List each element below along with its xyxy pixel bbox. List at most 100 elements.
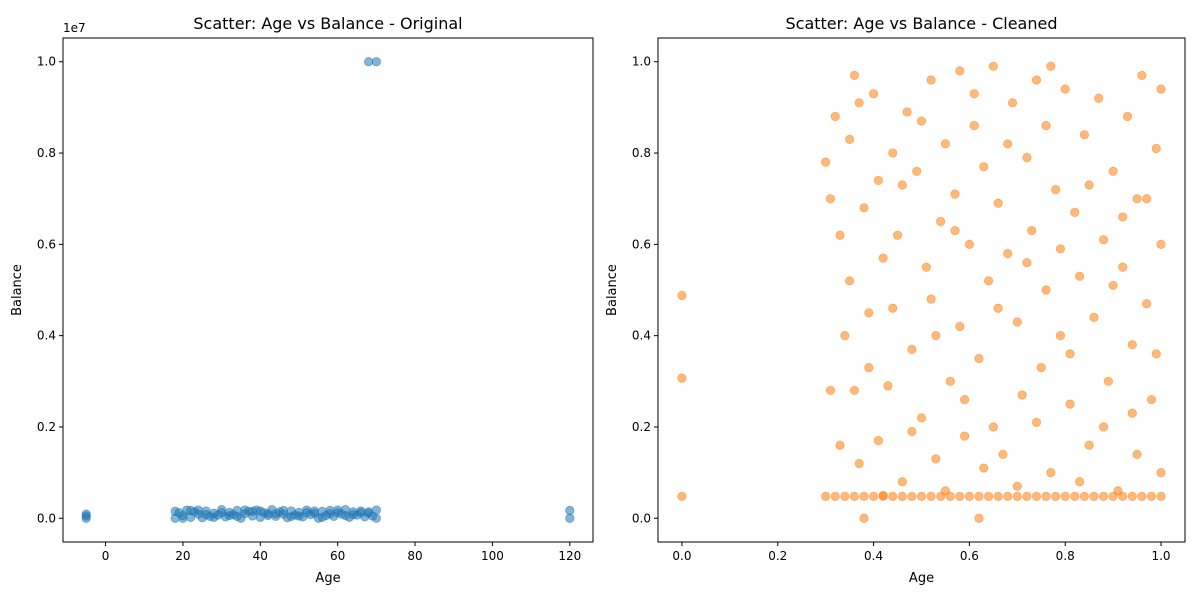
y-tick-label: 0.4 <box>632 329 651 343</box>
scatter-point <box>1051 184 1061 195</box>
scatter-point <box>955 321 965 332</box>
scatter-point <box>1127 408 1137 418</box>
scatter-point <box>821 157 831 167</box>
scatter-point <box>1094 93 1104 103</box>
scatter-point <box>1098 235 1109 245</box>
scatter-point <box>859 203 869 213</box>
plot-frame <box>62 37 594 543</box>
x-tick-label: 60 <box>330 549 345 563</box>
scatter-point <box>232 511 242 522</box>
scatter-point <box>1075 477 1085 487</box>
scatter-point <box>868 491 879 501</box>
scatter-point <box>974 353 984 364</box>
scatter-point <box>1041 491 1051 501</box>
y-tick-label: 0.2 <box>37 420 56 434</box>
scatter-point <box>263 509 273 519</box>
scatter-point <box>854 458 864 469</box>
scatter-point <box>993 198 1003 208</box>
scatter-point <box>1103 376 1113 386</box>
scatter-point <box>1022 258 1032 268</box>
scatter-point <box>1070 207 1080 217</box>
scatter-point <box>1012 491 1022 501</box>
scatter-point <box>294 511 304 521</box>
y-tick-label: 1.0 <box>632 55 651 69</box>
scatter-point <box>888 148 898 158</box>
scatter-points <box>81 57 575 523</box>
y-tick-label: 0.8 <box>37 146 56 160</box>
scatter-point <box>371 513 381 523</box>
scatter-point <box>1156 239 1166 249</box>
scatter-point <box>926 75 936 85</box>
y-axis-label: Balance <box>10 264 25 316</box>
scatter-point <box>1041 121 1051 131</box>
scatter-point <box>1027 226 1037 236</box>
scatter-point <box>170 506 180 517</box>
x-tick-label: 100 <box>481 549 504 563</box>
scatter-point <box>845 276 855 286</box>
x-tick-label: 40 <box>253 549 268 563</box>
scatter-point <box>969 89 979 99</box>
scatter-point <box>1118 491 1128 501</box>
scatter-point <box>945 491 955 501</box>
scatter-point <box>964 491 975 501</box>
scatter-point <box>864 308 874 318</box>
scatter-point <box>916 491 927 501</box>
scatter-point <box>998 449 1008 459</box>
scatter-point <box>348 510 358 520</box>
scatter-point <box>907 491 917 501</box>
scatter-point <box>1151 143 1161 154</box>
scatter-point <box>821 491 831 501</box>
x-tick-label: 0.4 <box>864 549 883 563</box>
scatter-point <box>1108 280 1118 291</box>
scatter-point <box>897 477 907 487</box>
y-tick-label: 0.8 <box>632 146 651 160</box>
scatter-point <box>1084 180 1094 190</box>
scatter-point <box>240 505 250 515</box>
scatter-point <box>371 505 381 515</box>
y-offset-label: 1e7 <box>63 21 86 35</box>
scatter-point <box>969 121 979 131</box>
x-tick-label: 0 <box>102 549 110 563</box>
scatter-point <box>993 491 1003 501</box>
scatter-point <box>1132 449 1142 459</box>
scatter-point <box>974 491 984 501</box>
scatter-point <box>840 491 850 501</box>
scatter-point <box>677 491 687 501</box>
plot-frame <box>657 37 1186 543</box>
scatter-point <box>960 394 970 405</box>
scatter-point <box>825 194 836 204</box>
scatter-point <box>864 363 874 373</box>
scatter-point <box>217 508 227 518</box>
scatter-point <box>1089 491 1099 501</box>
scatter-point <box>1156 468 1166 478</box>
scatter-point <box>955 66 965 76</box>
scatter-point <box>247 506 258 517</box>
y-axis-label: Balance <box>605 264 620 316</box>
scatter-point <box>1031 491 1042 501</box>
scatter-point <box>993 303 1003 313</box>
scatter-point <box>835 230 845 240</box>
scatter-point <box>830 491 840 501</box>
scatter-point <box>1137 70 1147 81</box>
y-tick-label: 0.4 <box>37 329 56 343</box>
x-axis-label: Age <box>909 571 934 586</box>
scatter-point <box>983 491 994 501</box>
scatter-point <box>849 491 860 501</box>
scatter-point <box>364 507 374 517</box>
scatter-point <box>873 175 883 186</box>
y-tick-label: 0.0 <box>632 511 651 525</box>
scatter-point <box>333 505 343 515</box>
x-axis-label: Age <box>315 571 340 586</box>
scatter-point <box>271 509 281 519</box>
y-tick-label: 0.0 <box>37 511 56 525</box>
scatter-point <box>883 381 893 391</box>
scatter-point <box>1142 299 1152 309</box>
chart-original: 0 20 40 60 80 100 120 0.0 0.2 0.4 0.6 0.8 1.0 1e7 Scat… <box>10 14 594 586</box>
scatter-point <box>1156 84 1166 94</box>
scatter-point <box>1108 491 1118 501</box>
scatter-point <box>193 505 203 515</box>
scatter-point <box>1108 166 1118 176</box>
x-tick-label: 0.2 <box>768 549 787 563</box>
x-tick-label: 0.6 <box>960 549 979 563</box>
scatter-point <box>1079 491 1089 501</box>
